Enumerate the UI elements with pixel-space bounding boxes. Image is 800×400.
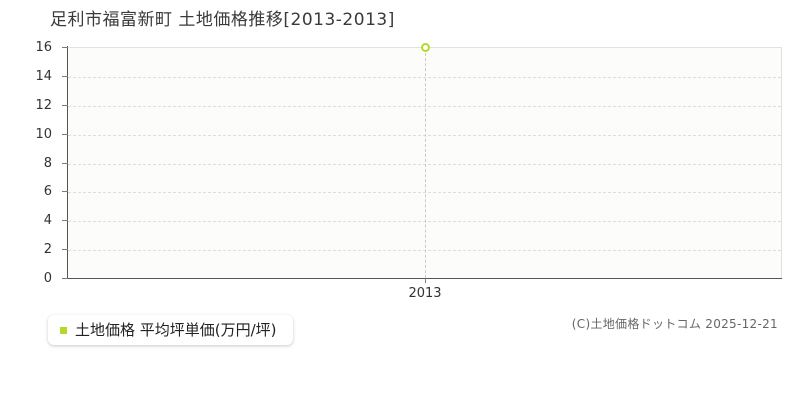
y-axis-tick bbox=[62, 75, 68, 77]
y-axis-tick bbox=[62, 278, 68, 279]
legend-swatch-icon bbox=[60, 326, 67, 334]
x-axis-line bbox=[67, 278, 782, 279]
y-axis-tick-label: 10 bbox=[35, 126, 52, 142]
gridline-horizontal bbox=[68, 163, 781, 165]
y-axis-tick-label: 8 bbox=[43, 155, 52, 171]
plot-area bbox=[68, 47, 782, 278]
y-axis-tick bbox=[62, 47, 68, 48]
x-axis-tick-label: 2013 bbox=[408, 286, 442, 301]
y-axis-tick-label: 2 bbox=[43, 242, 52, 258]
legend-label: 土地価格 平均坪単価(万円/坪) bbox=[75, 321, 277, 339]
y-axis-tick bbox=[62, 104, 68, 106]
y-axis-tick bbox=[62, 220, 68, 222]
gridline-horizontal bbox=[68, 105, 781, 107]
y-axis-tick-label: 14 bbox=[35, 68, 52, 84]
y-axis-tick-label: 16 bbox=[35, 40, 52, 55]
y-axis-tick-label: 12 bbox=[35, 97, 52, 113]
y-axis-tick bbox=[62, 133, 68, 135]
chart-title: 足利市福富新町 土地価格推移[2013-2013] bbox=[50, 10, 395, 30]
gridline-vertical bbox=[425, 48, 426, 278]
y-axis-tick bbox=[62, 191, 68, 193]
gridline-horizontal bbox=[68, 76, 781, 78]
gridline-horizontal bbox=[68, 134, 781, 136]
y-axis-tick-label: 6 bbox=[43, 184, 52, 200]
x-axis-tick bbox=[425, 278, 426, 283]
y-axis-tick bbox=[62, 249, 68, 251]
copyright-notice: (C)土地価格ドットコム 2025-12-21 bbox=[571, 317, 778, 331]
legend[interactable]: 土地価格 平均坪単価(万円/坪) bbox=[48, 315, 293, 345]
y-axis-tick bbox=[62, 162, 68, 164]
gridline-horizontal bbox=[68, 192, 781, 194]
gridline-horizontal bbox=[68, 221, 781, 223]
y-axis-tick-label: 0 bbox=[43, 271, 52, 286]
y-axis-tick-label: 4 bbox=[43, 213, 52, 229]
data-point-marker[interactable] bbox=[420, 42, 430, 52]
gridline-horizontal bbox=[68, 250, 781, 252]
